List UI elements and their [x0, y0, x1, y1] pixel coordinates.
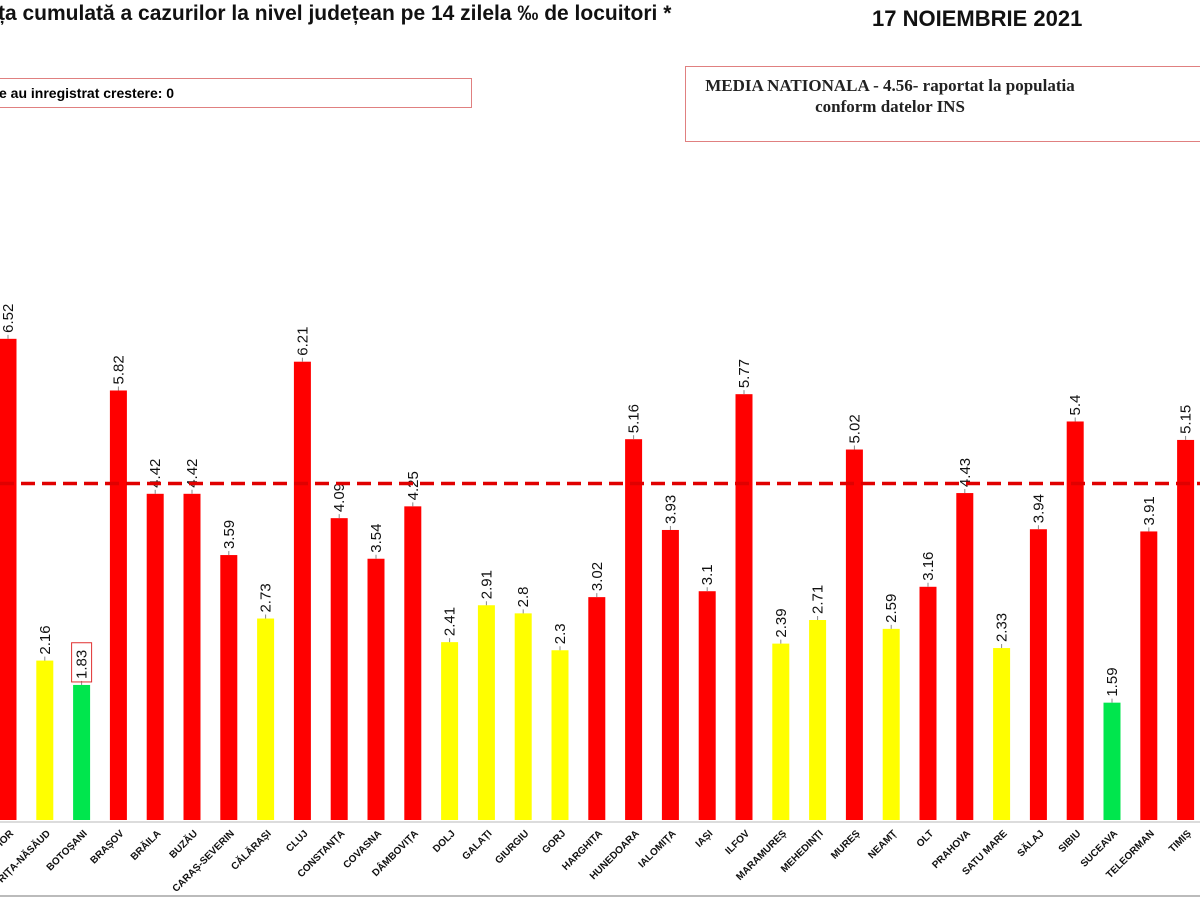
- value-label: 2.16: [37, 625, 54, 654]
- category-label: ILFOV: [724, 828, 753, 857]
- value-label: 6.21: [294, 326, 311, 355]
- value-label: 3.1: [699, 564, 716, 585]
- category-label: OLT: [915, 828, 936, 849]
- bar-ialomița: [661, 529, 679, 820]
- category-label: GALAȚI: [460, 828, 494, 862]
- value-label: 2.3: [552, 623, 569, 644]
- category-label: DOLJ: [431, 828, 458, 855]
- bar-brașov: [109, 390, 127, 820]
- bar-caraș-severin: [220, 555, 238, 820]
- bar-bistrița-năsăud: [36, 660, 54, 820]
- category-label: GORJ: [540, 828, 568, 856]
- category-label: IALOMIȚA: [637, 828, 679, 870]
- category-label: GIURGIU: [493, 828, 531, 866]
- value-label: 2.8: [515, 587, 532, 608]
- category-label: SIBIU: [1057, 828, 1084, 855]
- value-label: 2.41: [442, 607, 459, 636]
- value-label: 1.83: [74, 650, 91, 679]
- national-average-line1: MEDIA NATIONALA - 4.56- raportat la popu…: [705, 76, 1075, 95]
- bar-dolj: [441, 642, 459, 820]
- value-label: 2.73: [258, 583, 275, 612]
- category-label: SĂLAJ: [1014, 827, 1046, 859]
- value-label: 4.42: [184, 459, 201, 488]
- bar-timiș: [1177, 439, 1195, 820]
- chart-title: ța cumulată a cazurilor la nivel județea…: [0, 2, 672, 25]
- bar-ilfov: [735, 394, 753, 820]
- value-label: 5.15: [1178, 405, 1195, 434]
- national-average-box: MEDIA NATIONALA - 4.56- raportat la popu…: [685, 66, 1200, 142]
- bar-dâmbovița: [404, 506, 422, 820]
- value-label: 5.82: [110, 355, 127, 384]
- bar-satu mare: [993, 648, 1011, 820]
- bar-suceava: [1103, 702, 1121, 820]
- bar-hunedoara: [625, 439, 643, 820]
- value-label: 5.4: [1067, 395, 1084, 416]
- value-label: 4.43: [957, 458, 974, 487]
- bar-giurgiu: [514, 613, 532, 820]
- bar-călărași: [257, 618, 275, 820]
- value-label: 3.16: [920, 552, 937, 581]
- value-label: 2.91: [478, 570, 495, 599]
- category-label: MUREȘ: [829, 828, 863, 862]
- value-label: 5.16: [626, 404, 643, 433]
- bar-mureș: [845, 449, 863, 820]
- bar-covasna: [367, 558, 385, 820]
- bar-gorj: [551, 650, 569, 820]
- bar-constanța: [330, 518, 348, 820]
- bar-botoșani: [73, 684, 91, 820]
- value-label: 3.02: [589, 562, 606, 591]
- value-label: 3.91: [1141, 496, 1158, 525]
- bar-cluj: [293, 361, 311, 820]
- category-label: TIMIȘ: [1167, 828, 1194, 855]
- category-label: IAȘI: [694, 828, 716, 850]
- growth-note-box: e au inregistrat crestere: 0: [0, 78, 472, 108]
- national-average-line2: conform datelor INS: [815, 97, 965, 116]
- bar-olt: [919, 586, 937, 820]
- value-label: 2.39: [773, 608, 790, 637]
- value-label: 4.42: [147, 459, 164, 488]
- value-label: 3.94: [1030, 494, 1047, 523]
- value-label: 4.09: [331, 483, 348, 512]
- value-label: 3.59: [221, 520, 238, 549]
- bar-prahova: [956, 493, 974, 820]
- value-label: 5.02: [846, 414, 863, 443]
- value-label: 2.59: [883, 594, 900, 623]
- bar-harghita: [588, 597, 606, 820]
- chart-date: 17 NOIEMBRIE 2021: [872, 6, 1083, 31]
- category-label: BUZĂU: [166, 827, 200, 861]
- value-label: 2.33: [994, 613, 1011, 642]
- bar-sibiu: [1066, 421, 1084, 820]
- bar-brăila: [146, 493, 164, 820]
- bar-mehedinți: [809, 620, 827, 820]
- value-label: 4.25: [405, 471, 422, 500]
- value-label: 3.54: [368, 524, 385, 553]
- value-label: 1.59: [1104, 667, 1121, 696]
- value-label: 5.77: [736, 359, 753, 388]
- value-label: 3.93: [662, 495, 679, 524]
- value-label: 2.71: [810, 585, 827, 614]
- value-label: 6.52: [0, 304, 17, 333]
- bar-sălaj: [1029, 529, 1047, 820]
- category-label: NEAMȚ: [866, 828, 899, 861]
- bar-teleorman: [1140, 531, 1158, 820]
- bar-maramureș: [772, 643, 790, 820]
- bar-buzău: [183, 493, 201, 820]
- category-label: CLUJ: [284, 828, 310, 854]
- category-label: BRAȘOV: [88, 828, 126, 866]
- highlight-box: [71, 642, 93, 683]
- category-label: BRĂILA: [127, 827, 163, 863]
- bar-galați: [477, 605, 495, 820]
- category-label: CĂLĂRAȘI: [228, 827, 274, 873]
- category-label: CARAȘ-SEVERIN: [171, 828, 237, 894]
- bar-bihor: [0, 338, 17, 820]
- category-label: BIHOR: [0, 828, 17, 859]
- bar-neamț: [882, 628, 900, 820]
- bar-iași: [698, 591, 716, 820]
